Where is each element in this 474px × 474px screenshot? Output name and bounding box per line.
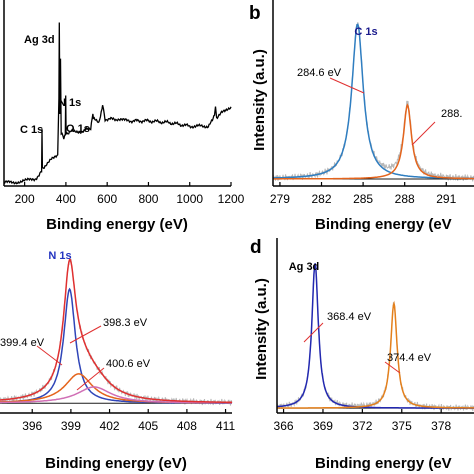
panel-c-plot: [0, 258, 233, 406]
x-tick-label: 400: [56, 192, 76, 206]
panel-d-ag3d: d Intensity (a.u.) 366 369 372 375 378 Ag 3d…: [250, 237, 474, 472]
x-tick-label: 408: [177, 419, 197, 433]
peak-annotation: C 1s: [20, 124, 43, 136]
peak-annotation: O 1s: [66, 123, 90, 135]
x-tick-label: 378: [431, 419, 451, 433]
panel-c-n1s: 396 399 402 405 408 411 N 1s 399.4 eV 398.3 eV 4…: [0, 250, 235, 472]
x-tick-label: 369: [313, 419, 333, 433]
panel-d-annotations: Ag 3d 368.4 eV 374.4 eV: [289, 261, 432, 374]
x-tick-label: 399: [61, 419, 81, 433]
panel-d-letter: d: [250, 237, 262, 258]
panel-a-plot: [3, 22, 232, 185]
peak-leader-line: [69, 325, 102, 344]
peak-annotation: 374.4 eV: [387, 352, 432, 364]
x-tick-label: 288: [395, 192, 415, 206]
raw-data-line: [276, 263, 474, 412]
peak-leader-line: [303, 322, 324, 343]
x-tick-label: 402: [100, 419, 120, 433]
panel-a-annotations: Ag 3d N 1s C 1s O 1s: [20, 34, 90, 136]
panel-d-y-title: Intensity (a.u.): [253, 278, 270, 380]
panel-d-plot: [276, 263, 474, 412]
panel-b-x-title: Binding energy (eV: [315, 216, 452, 233]
x-tick-label: 800: [138, 192, 158, 206]
panel-b-letter: b: [249, 3, 261, 24]
fit-component-line: [276, 300, 474, 409]
peak-leader-line: [36, 345, 63, 366]
peak-leader-line: [76, 367, 105, 391]
panel-b-plot: [272, 22, 474, 182]
peak-annotation: 368.4 eV: [327, 311, 372, 323]
fit-envelope-line: [0, 258, 232, 404]
x-tick-label: 375: [392, 419, 412, 433]
peak-annotation: 288.: [441, 108, 462, 120]
peak-annotation: Ag 3d: [24, 34, 55, 46]
x-tick-label: 285: [353, 192, 373, 206]
x-tick-label: 372: [352, 419, 372, 433]
peak-annotation: 398.3 eV: [103, 317, 148, 329]
panel-a-ticks: 200 400 600 800 1000 1200: [15, 182, 245, 206]
x-tick-label: 282: [312, 192, 332, 206]
x-tick-label: 1200: [218, 192, 245, 206]
peak-annotation: N 1s: [58, 97, 81, 109]
x-tick-label: 1000: [176, 192, 203, 206]
x-tick-label: 405: [138, 419, 158, 433]
region-title: N 1s: [48, 250, 71, 262]
x-tick-label: 411: [216, 419, 235, 433]
x-tick-label: 291: [436, 192, 456, 206]
x-tick-label: 366: [274, 419, 294, 433]
fit-component-line: [0, 386, 232, 404]
panel-a-x-title: Binding energy (eV): [46, 216, 188, 233]
panel-d-ticks: 366 369 372 375 378: [274, 409, 451, 433]
panel-b-y-title: Intensity (a.u.): [251, 49, 268, 151]
fit-component-line: [273, 23, 474, 180]
panel-b-c1s: b Intensity (a.u.) 279 282 285 288 291 C 1s 2…: [249, 0, 474, 233]
panel-a-survey: 200 400 600 800 1000 1200 Ag 3d N 1s C 1s O 1s B…: [3, 0, 245, 233]
peak-leader-line: [411, 121, 436, 146]
region-title: C 1s: [354, 26, 377, 38]
panel-b-ticks: 279 282 285 288 291: [270, 182, 457, 206]
peak-leader-line: [329, 77, 365, 94]
x-tick-label: 200: [15, 192, 35, 206]
region-title: Ag 3d: [289, 261, 320, 273]
fit-component-line: [273, 103, 474, 180]
x-tick-label: 279: [270, 192, 290, 206]
peak-leader-line: [384, 361, 401, 374]
panel-c-ticks: 396 399 402 405 408 411: [22, 409, 235, 433]
panel-b-annotations: C 1s 284.6 eV 288.: [297, 26, 462, 146]
raw-data-line: [272, 22, 474, 182]
panel-c-annotations: N 1s 399.4 eV 398.3 eV 400.6 eV: [0, 250, 151, 391]
x-tick-label: 600: [97, 192, 117, 206]
peak-annotation: 400.6 eV: [106, 358, 151, 370]
panel-c-x-title: Binding energy (eV): [45, 455, 187, 472]
peak-annotation: 284.6 eV: [297, 67, 342, 79]
raw-data-line: [0, 258, 233, 406]
x-tick-label: 396: [22, 419, 42, 433]
peak-annotation: 399.4 eV: [0, 337, 45, 349]
survey-spectrum-line: [3, 22, 232, 185]
panel-d-x-title: Binding energy (eV: [315, 455, 452, 472]
